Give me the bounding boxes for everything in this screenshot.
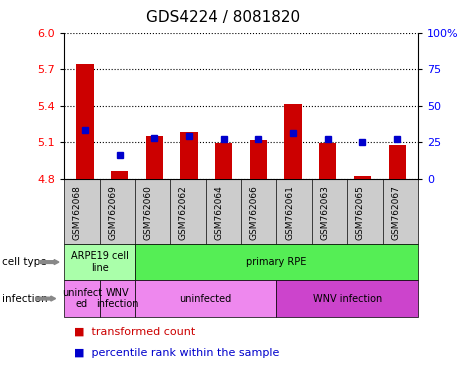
Text: GSM762062: GSM762062 xyxy=(179,185,188,240)
Bar xyxy=(250,140,267,179)
Text: GSM762064: GSM762064 xyxy=(214,185,223,240)
Text: WNV infection: WNV infection xyxy=(313,293,382,304)
Text: ■  percentile rank within the sample: ■ percentile rank within the sample xyxy=(74,348,279,358)
Text: GSM762061: GSM762061 xyxy=(285,185,294,240)
Bar xyxy=(111,171,128,179)
Text: primary RPE: primary RPE xyxy=(246,257,307,267)
Text: GSM762065: GSM762065 xyxy=(356,185,365,240)
Bar xyxy=(319,143,336,179)
Bar xyxy=(215,143,232,179)
Text: GSM762066: GSM762066 xyxy=(250,185,259,240)
Text: ■  transformed count: ■ transformed count xyxy=(74,326,195,336)
Text: GDS4224 / 8081820: GDS4224 / 8081820 xyxy=(146,10,300,25)
Text: GSM762067: GSM762067 xyxy=(391,185,400,240)
Bar xyxy=(285,104,302,179)
Bar xyxy=(389,144,406,179)
Text: cell type: cell type xyxy=(2,257,47,267)
Text: infection: infection xyxy=(2,293,48,304)
Text: ARPE19 cell
line: ARPE19 cell line xyxy=(71,251,128,273)
Bar xyxy=(180,132,198,179)
Text: uninfect
ed: uninfect ed xyxy=(62,288,102,310)
Bar xyxy=(354,176,371,179)
Text: GSM762068: GSM762068 xyxy=(73,185,82,240)
Bar xyxy=(146,136,163,179)
Text: uninfected: uninfected xyxy=(180,293,232,304)
Text: WNV
infection: WNV infection xyxy=(96,288,138,310)
Text: GSM762063: GSM762063 xyxy=(321,185,330,240)
Text: GSM762069: GSM762069 xyxy=(108,185,117,240)
Text: GSM762060: GSM762060 xyxy=(143,185,152,240)
Bar xyxy=(76,64,94,179)
